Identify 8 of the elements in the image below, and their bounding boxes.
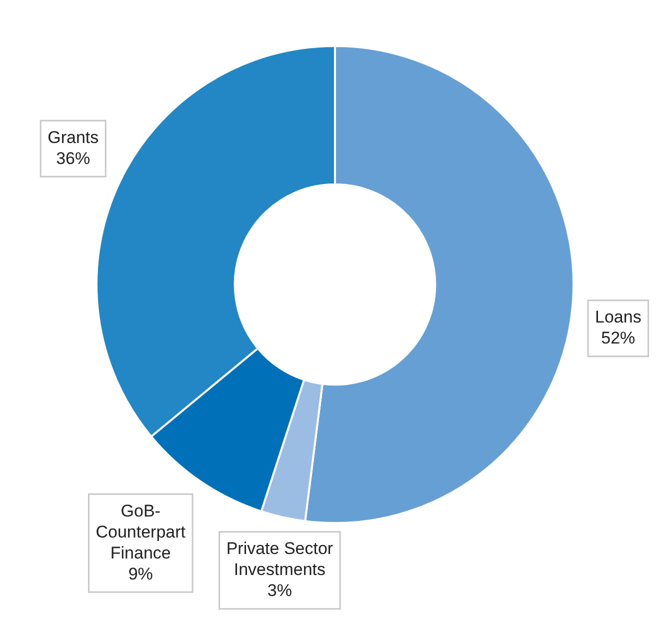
slice-label: Loans — [594, 308, 642, 327]
data-label: 9% — [128, 564, 153, 584]
data-label: 52% — [601, 328, 636, 348]
slice-label: Grants — [48, 128, 99, 147]
data-label: 36% — [56, 148, 90, 168]
slice-label: Private Sector Investments — [226, 539, 334, 580]
data-label: 3% — [267, 581, 292, 600]
slice-label: GoB-Counterpart Finance — [96, 501, 186, 562]
